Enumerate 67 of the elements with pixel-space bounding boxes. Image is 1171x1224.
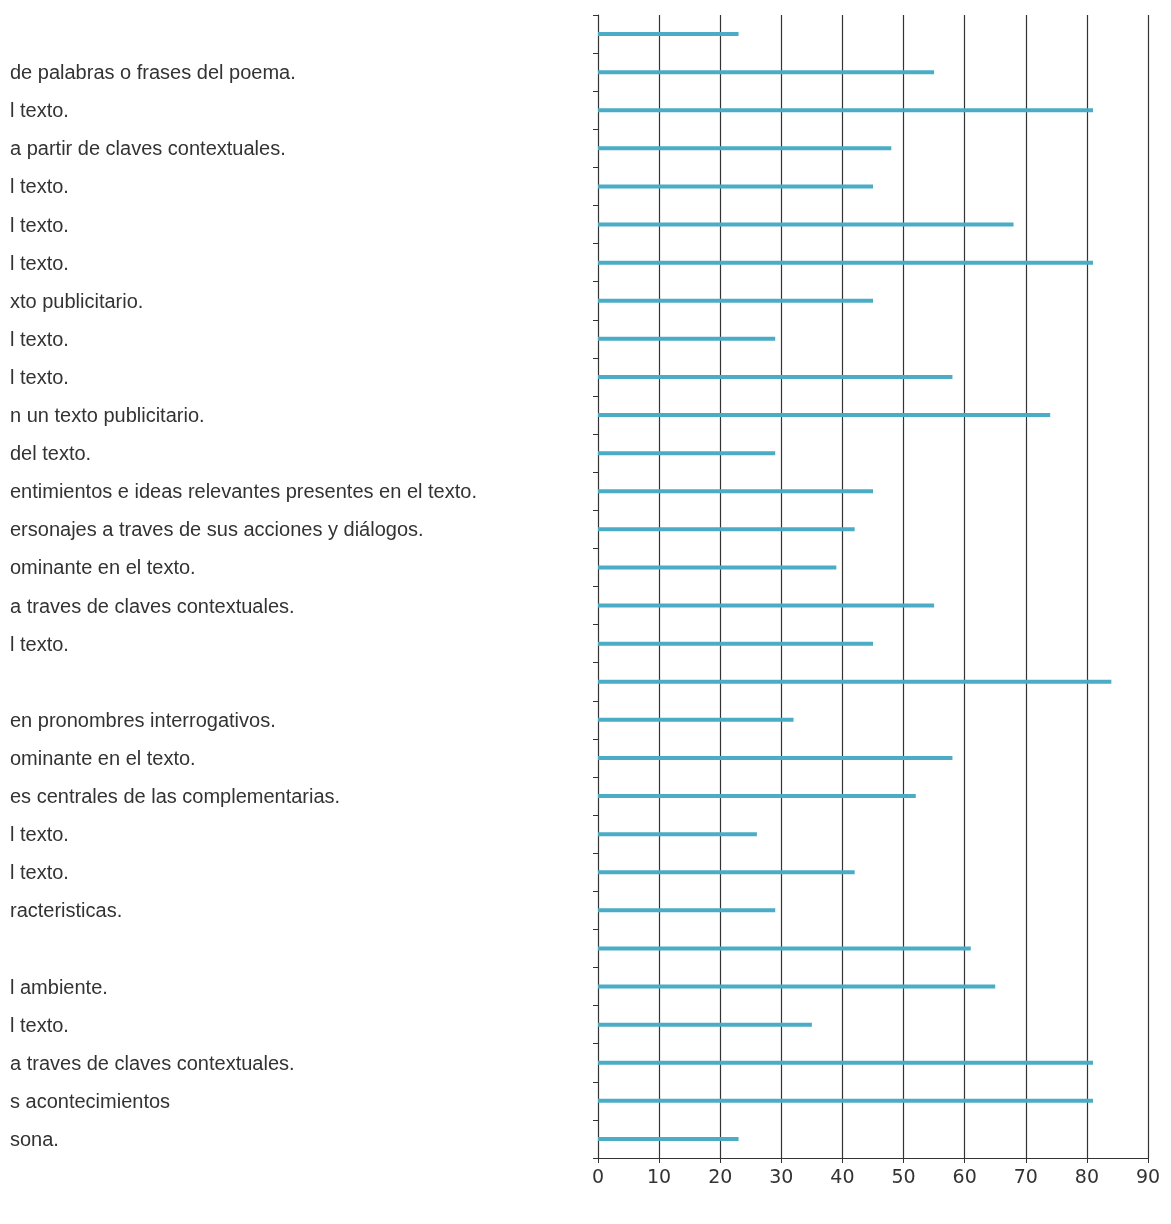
y-tick-label: l texto. [10, 823, 69, 846]
y-tick-label: l texto. [10, 327, 69, 350]
y-tick-label: del texto. [10, 442, 92, 465]
bar [598, 755, 953, 760]
bar [598, 413, 1051, 418]
bar [598, 184, 873, 189]
bar [598, 565, 837, 570]
bar [598, 603, 935, 608]
bar [598, 527, 855, 532]
bar [598, 374, 953, 379]
x-tick-label: 10 [647, 1164, 672, 1187]
bar [598, 984, 996, 989]
bar [598, 70, 935, 75]
y-tick-label: l texto. [10, 99, 69, 122]
bar [598, 1060, 1093, 1065]
bar [598, 679, 1112, 684]
y-tick-label: l texto. [10, 251, 69, 274]
y-tick-label: a partir de claves contextuales. [10, 137, 286, 160]
y-tick-label: racteristicas. [10, 899, 123, 922]
bar [598, 870, 855, 875]
y-tick-label: s acontecimientos [10, 1089, 171, 1112]
y-tick-label: l texto. [10, 365, 69, 388]
bar [598, 222, 1014, 227]
x-tick-label: 20 [708, 1164, 733, 1187]
bar [598, 641, 873, 646]
y-tick-label: en pronombres interrogativos. [10, 708, 276, 731]
bar [598, 1136, 739, 1141]
y-tick-label: entimientos e ideas relevantes presentes en el texto. [10, 480, 477, 503]
y-tick-label: a traves de claves contextuales. [10, 594, 295, 617]
y-tick-label: xto publicitario. [10, 289, 144, 312]
bar [598, 32, 739, 37]
bar [598, 260, 1093, 265]
y-tick-label: a traves de claves contextuales. [10, 1051, 295, 1074]
y-tick-label: ersonajes a traves de sus acciones y diálogos. [10, 518, 424, 541]
bar [598, 146, 892, 151]
y-tick-label: l ambiente. [10, 975, 108, 998]
bar [598, 908, 776, 913]
y-tick-label: n un texto publicitario. [10, 404, 205, 427]
x-tick-label: 70 [1013, 1164, 1038, 1187]
x-tick-label: 60 [952, 1164, 977, 1187]
x-tick-label: 30 [769, 1164, 794, 1187]
bar [598, 298, 873, 303]
y-tick-label: l texto. [10, 213, 69, 236]
bar [598, 336, 776, 341]
y-tick-label: l texto. [10, 1013, 69, 1036]
y-tick-label: ominante en el texto. [10, 746, 196, 769]
bar [598, 1098, 1093, 1103]
x-tick-label: 80 [1074, 1164, 1099, 1187]
y-tick-label: de palabras o frases del poema. [10, 61, 296, 84]
bar [598, 108, 1093, 113]
bar [598, 1022, 812, 1027]
y-tick-label: l texto. [10, 175, 69, 198]
bar [598, 946, 971, 951]
x-tick-label: 50 [891, 1164, 916, 1187]
bar [598, 489, 873, 494]
y-tick-label: ominante en el texto. [10, 556, 196, 579]
y-tick-label: sona. [10, 1127, 59, 1150]
bar [598, 451, 776, 456]
bar [598, 794, 916, 799]
y-tick-label: l texto. [10, 861, 69, 884]
bar [598, 832, 757, 837]
x-tick-label: 0 [591, 1164, 605, 1187]
x-tick-label: 90 [1135, 1164, 1161, 1187]
x-tick-label: 40 [830, 1164, 855, 1187]
y-tick-label: es centrales de las complementarias. [10, 785, 341, 808]
bar [598, 717, 794, 722]
y-tick-label: l texto. [10, 632, 69, 655]
